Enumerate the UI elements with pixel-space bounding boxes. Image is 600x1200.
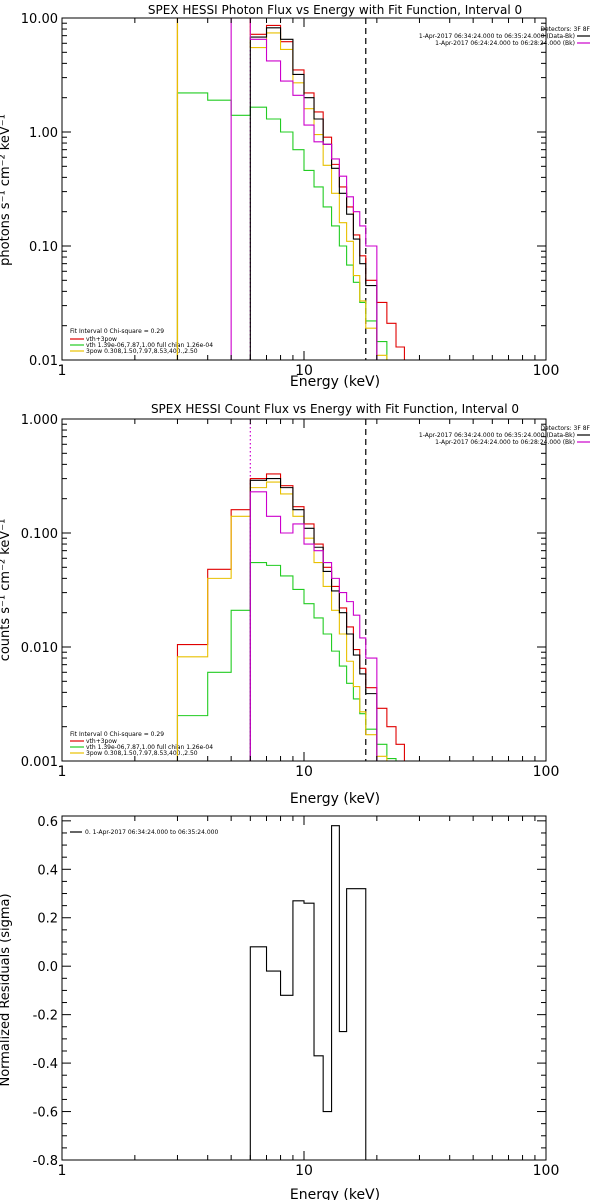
residuals-x-tick-label: 10 bbox=[295, 1163, 313, 1179]
photon-flux-legend-top: Detectors: 3F 8F 1-Apr-2017 06:34:24.000… bbox=[419, 26, 591, 47]
residuals-x-tick-label: 1 bbox=[58, 1163, 67, 1179]
count-flux-title: SPEX HESSI Count Flux vs Energy with Fit… bbox=[151, 402, 519, 416]
legend-entry: 3pow 0.308,1.50,7.97,8.53,400.,2.50 bbox=[86, 348, 198, 355]
photon-flux-panel: SPEX HESSI Photon Flux vs Energy with Fi… bbox=[0, 3, 591, 390]
count-flux-y-tick-label: 0.001 bbox=[21, 755, 58, 770]
count-flux-x-tick-label: 10 bbox=[295, 764, 313, 780]
legend-title: Detectors: 3F 8F bbox=[540, 26, 590, 33]
count-flux-series-3 bbox=[249, 478, 378, 761]
legend-entry: vth+3pow bbox=[86, 336, 117, 343]
legend-title: Detectors: 3F 8F bbox=[540, 425, 590, 432]
photon-flux-x-tick-label: 10 bbox=[295, 363, 313, 379]
residuals-y-tick-label: -0.2 bbox=[33, 1009, 58, 1024]
residuals-series-0 bbox=[249, 825, 367, 1160]
legend-entry: vth 1.39e-06,7.87,1.00 full chian 1.26e-… bbox=[86, 342, 213, 349]
legend-title: Fit Interval 0 Chi-square = 0.29 bbox=[70, 731, 164, 738]
legend-entry: vth 1.39e-06,7.87,1.00 full chian 1.26e-… bbox=[86, 744, 213, 751]
count-flux-series-4 bbox=[249, 491, 378, 761]
residuals-y-tick-label: 0.6 bbox=[37, 815, 58, 830]
residuals-panel: Normalized Residuals (sigma) Energy (keV… bbox=[0, 815, 559, 1200]
count-flux-y-tick-label: 0.100 bbox=[21, 527, 58, 542]
photon-flux-y-tick-label: 10.00 bbox=[21, 12, 58, 27]
count-flux-x-tick-label: 100 bbox=[533, 764, 560, 780]
photon-flux-axes-frame bbox=[61, 17, 547, 361]
photon-flux-x-tick-label: 1 bbox=[58, 363, 67, 379]
photon-flux-x-label: Energy (keV) bbox=[290, 374, 380, 390]
count-flux-x-label: Energy (keV) bbox=[290, 791, 380, 807]
photon-flux-series-4 bbox=[230, 18, 378, 360]
legend-entry: 1-Apr-2017 06:24:24.000 to 06:28:24.000 … bbox=[435, 439, 575, 446]
residuals-axes-frame bbox=[61, 815, 547, 1161]
count-flux-plot-area bbox=[176, 419, 413, 761]
residuals-plot-area bbox=[249, 825, 367, 1160]
residuals-x-label: Energy (keV) bbox=[290, 1187, 380, 1200]
residuals-x-tick-label: 100 bbox=[533, 1163, 560, 1179]
legend-entry: 1-Apr-2017 06:24:24.000 to 06:28:24.000 … bbox=[435, 40, 575, 47]
count-flux-x-tick-label: 1 bbox=[58, 764, 67, 780]
residuals-y-tick-label: 0.0 bbox=[37, 960, 58, 975]
count-flux-y-tick-label: 0.010 bbox=[21, 641, 58, 656]
residuals-y-tick-label: -0.6 bbox=[33, 1106, 58, 1121]
legend-entry: 1-Apr-2017 06:34:24.000 to 06:35:24.000 … bbox=[419, 432, 575, 439]
count-flux-y-label: counts s⁻¹ cm⁻² keV⁻¹ bbox=[0, 519, 13, 662]
residuals-y-tick-label: 0.4 bbox=[37, 863, 58, 878]
count-flux-legend-bottom: Fit Interval 0 Chi-square = 0.29 vth+3po… bbox=[70, 731, 213, 757]
residuals-y-tick-label: -0.8 bbox=[33, 1154, 58, 1169]
residuals-y-label: Normalized Residuals (sigma) bbox=[0, 893, 13, 1086]
photon-flux-y-label: photons s⁻¹ cm⁻² keV⁻¹ bbox=[0, 114, 13, 266]
photon-flux-y-tick-label: 0.10 bbox=[29, 240, 58, 255]
legend-entry: 3pow 0.308,1.50,7.97,8.53,400.,2.50 bbox=[86, 750, 198, 757]
legend-entry: 0. 1-Apr-2017 06:34:24.000 to 06:35:24.0… bbox=[85, 829, 218, 836]
count-flux-legend-top: Detectors: 3F 8F 1-Apr-2017 06:34:24.000… bbox=[419, 425, 591, 446]
photon-flux-plot-area bbox=[176, 18, 413, 360]
count-flux-panel: SPEX HESSI Count Flux vs Energy with Fit… bbox=[0, 402, 591, 807]
photon-flux-legend-bottom: Fit Interval 0 Chi-square = 0.29 vth+3po… bbox=[70, 328, 213, 355]
residuals-y-tick-label: -0.4 bbox=[33, 1057, 58, 1072]
photon-flux-x-tick-label: 100 bbox=[533, 363, 560, 379]
photon-flux-y-tick-label: 0.01 bbox=[29, 354, 58, 369]
photon-flux-title: SPEX HESSI Photon Flux vs Energy with Fi… bbox=[148, 3, 522, 17]
legend-entry: 1-Apr-2017 06:34:24.000 to 06:35:24.000 … bbox=[419, 33, 575, 40]
residuals-y-tick-label: 0.2 bbox=[37, 912, 58, 927]
photon-flux-series-3 bbox=[249, 27, 378, 360]
photon-flux-y-tick-label: 1.00 bbox=[29, 126, 58, 141]
count-flux-y-tick-label: 1.000 bbox=[21, 413, 58, 428]
legend-entry: vth+3pow bbox=[86, 738, 117, 745]
residuals-legend: 0. 1-Apr-2017 06:34:24.000 to 06:35:24.0… bbox=[70, 829, 218, 836]
legend-title: Fit Interval 0 Chi-square = 0.29 bbox=[70, 328, 164, 335]
